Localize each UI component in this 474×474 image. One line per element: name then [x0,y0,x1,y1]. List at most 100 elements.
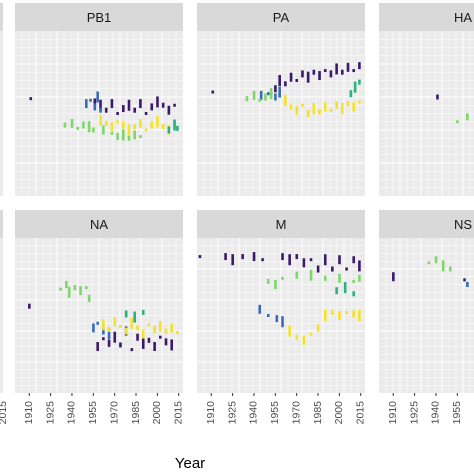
data-point-yellow [331,309,334,315]
data-point-teal [352,291,356,297]
data-point-yellow [312,103,316,115]
data-point-yellow [346,101,350,107]
data-point-dark_purple [241,254,244,260]
data-point-dark_purple [284,81,287,87]
data-point-blue [99,107,102,113]
grid-lines [197,31,365,196]
data-point-dark_purple [96,342,99,351]
data-point-dark_purple [144,112,148,115]
strip-ha [379,3,474,31]
data-point-green [456,120,459,124]
data-point-teal [176,125,179,131]
x-tick-label: 1910 [205,401,217,425]
data-point-dark_purple [133,107,136,113]
data-point-green [323,275,327,281]
data-point-yellow [107,326,111,332]
data-point-dark_purple [153,342,156,351]
data-point-dark_purple [147,337,151,343]
data-point-dark_purple [312,69,316,75]
data-point-green [102,125,105,135]
data-point-green [264,93,267,101]
data-point-yellow [176,331,179,335]
data-point-dark_purple [302,258,306,268]
grid-lines [15,31,183,196]
panel-pa: PA [197,3,365,196]
data-point-dark_purple [119,342,122,348]
data-point-dark_purple [231,254,234,266]
data-point-dark_purple [164,338,168,346]
data-point-yellow [110,122,114,132]
data-point-green [139,135,142,139]
panel-title: PA [273,10,290,25]
grid-lines [15,238,183,393]
data-point-yellow [144,128,148,132]
data-point-yellow [124,327,128,335]
data-point-green [122,129,125,141]
data-point-dark_purple [99,99,102,111]
data-point-dark_purple [331,266,334,272]
data-point-dark_purple [136,333,139,341]
data-point-yellow [323,310,327,321]
data-point-yellow [102,319,105,331]
data-point-dark_purple [352,69,356,73]
data-marks [29,91,179,141]
panel-title: PB1 [87,10,112,25]
data-point-dark_purple [323,254,327,266]
panel-title: NA [90,217,108,232]
data-point-dark_purple [436,94,439,100]
data-point-yellow [99,114,102,126]
data-point-yellow [284,94,287,106]
data-point-dark_purple [301,70,304,78]
data-point-teal [358,79,361,85]
data-point-green [82,121,85,129]
data-point-dark_purple [295,79,299,82]
data-point-dark_purple [113,331,117,343]
data-point-green [110,131,114,135]
data-point-dark_purple [261,258,264,262]
x-tick-label: 1970 [290,401,302,425]
data-point-dark_purple [345,267,348,271]
data-point-dark_purple [159,335,162,339]
data-point-blue [281,316,284,328]
data-point-green [269,88,273,100]
data-point-green [295,271,299,279]
data-point-dark_purple [329,70,333,78]
x-axis-title: Year [175,455,205,472]
data-point-teal [173,119,176,131]
data-point-dark_purple [139,99,142,109]
data-point-yellow [338,311,341,320]
data-point-blue [96,91,99,103]
data-point-dark_purple [323,69,327,73]
data-point-yellow [306,110,310,117]
data-point-yellow [289,104,293,110]
data-point-yellow [316,324,320,332]
data-point-yellow [358,310,361,321]
x-tick-label: 2000 [333,401,345,425]
data-point-teal [349,90,353,98]
data-point-teal [124,310,128,318]
data-point-yellow [295,105,299,115]
data-marks [28,281,179,352]
data-point-dark_purple [358,260,361,272]
data-point-green [76,126,80,130]
data-point-dark_purple [93,98,97,106]
data-point-yellow [170,323,174,333]
data-point-blue [258,304,262,314]
data-point-dark_purple [352,256,356,264]
data-point-yellow [156,116,159,128]
data-point-yellow [130,317,134,329]
data-point-green [274,280,277,289]
data-point-blue [102,327,105,335]
data-point-dark_purple [289,72,293,82]
data-point-yellow [136,325,139,331]
panel-title: M [276,217,287,232]
data-point-dark_purple [173,103,176,107]
data-point-dark_purple [274,85,277,93]
data-point-dark_purple [358,62,361,70]
data-point-yellow [288,325,291,337]
x-tick-label: 1955 [451,401,463,425]
x-tick-label: 1970 [108,401,120,425]
panel-title: NS [454,217,472,232]
data-point-yellow [122,121,125,129]
x-tick-label: 1925 [44,401,56,425]
